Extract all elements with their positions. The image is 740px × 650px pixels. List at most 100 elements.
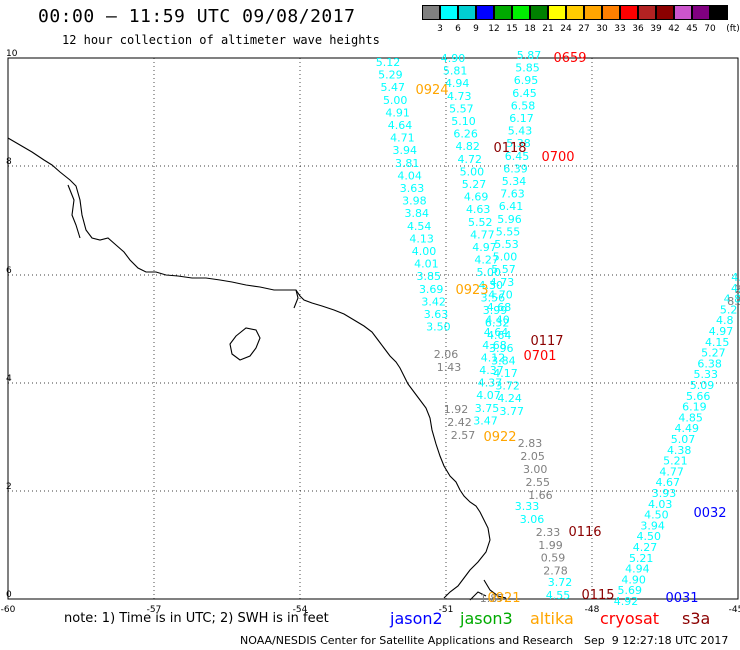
time-label: 0700 xyxy=(541,150,574,165)
swh-value: 4.24 xyxy=(497,392,522,405)
y-tick-label: 0 xyxy=(6,590,12,600)
legend-swatch xyxy=(512,5,530,20)
swh-value: 4.00 xyxy=(412,245,437,258)
time-label: 0701 xyxy=(523,349,556,364)
swh-value: 6.38 xyxy=(697,357,722,370)
swh-value: 5.87 xyxy=(517,49,542,62)
y-tick-label: 2 xyxy=(6,482,12,492)
legend-swatch xyxy=(422,5,440,20)
swh-value: 4.37 xyxy=(478,377,503,390)
swh-value: 4.12 xyxy=(481,351,506,364)
swh-value: 5.66 xyxy=(686,390,711,403)
swh-value: 5.38 xyxy=(506,137,531,150)
swh-value: 3.69 xyxy=(419,283,444,296)
swh-value: 4.55 xyxy=(546,589,571,602)
legend-label: 30 xyxy=(596,24,608,34)
swh-value: 5.07 xyxy=(671,433,696,446)
swh-value: 1.92 xyxy=(444,403,469,416)
swh-value: 4.03 xyxy=(648,498,673,511)
legend-label: 9 xyxy=(473,24,479,34)
x-tick-label: -60 xyxy=(1,605,16,615)
swh-value: 6.41 xyxy=(499,200,524,213)
swh-value: 4.77 xyxy=(470,228,495,241)
x-tick-label: -54 xyxy=(293,605,308,615)
swh-value: 3.94 xyxy=(640,519,665,532)
swh-value: 4.40 xyxy=(485,314,510,327)
legend-swatch xyxy=(692,5,710,20)
swh-value: 4.1 xyxy=(731,271,740,284)
swh-value: 3.96 xyxy=(489,342,514,355)
legend-label: 12 xyxy=(488,24,500,34)
swh-value: 4.17 xyxy=(493,367,518,380)
swh-value: 1.43 xyxy=(437,361,462,374)
map-frame xyxy=(7,57,739,600)
legend-label: 15 xyxy=(506,24,518,34)
swh-value: 3.63 xyxy=(424,308,449,321)
legend-swatch xyxy=(620,5,638,20)
swh-value: 2.33 xyxy=(536,526,561,539)
swh-value: 6.45 xyxy=(505,150,530,163)
swh-value: 5.57 xyxy=(491,263,516,276)
swh-value: 3.56 xyxy=(481,291,506,304)
swh-value: 2. xyxy=(735,283,740,296)
swh-value: 6.39 xyxy=(503,162,528,175)
island-outline xyxy=(229,327,261,361)
swh-value: 4.92 xyxy=(614,595,639,608)
legend-swatch xyxy=(674,5,692,20)
swh-value: 4.69 xyxy=(464,191,489,204)
swh-value: 5.33 xyxy=(694,368,719,381)
swh-value: 4.63 xyxy=(466,203,491,216)
swh-value: 6.95 xyxy=(514,74,539,87)
swh-value: 4.91 xyxy=(385,106,410,119)
swh-value: 5.27 xyxy=(701,347,726,360)
swh-value: 6.17 xyxy=(509,112,534,125)
swh-value: 4.68 xyxy=(487,301,512,314)
legend-label: 21 xyxy=(542,24,554,34)
legend-swatch xyxy=(710,5,728,20)
swh-value: 5.21 xyxy=(629,552,654,565)
swh-value: 4.27 xyxy=(474,254,499,267)
legend-label: 70 xyxy=(704,24,716,34)
time-label: 0116 xyxy=(568,525,601,540)
time-label: 0115 xyxy=(581,588,614,603)
legend-label: 45 xyxy=(686,24,698,34)
swh-value: 2.55 xyxy=(526,476,551,489)
swh-value: 4.67 xyxy=(656,476,681,489)
swh-value: 7.63 xyxy=(500,188,525,201)
swh-value: 5.00 xyxy=(460,165,485,178)
swh-value: 2.78 xyxy=(543,564,568,577)
swh-value: 3.85 xyxy=(417,270,442,283)
swh-value: 5.57 xyxy=(449,102,474,115)
swh-value: 4.72 xyxy=(458,153,483,166)
swh-value: 3.42 xyxy=(421,295,446,308)
swh-value: 3.63 xyxy=(400,182,425,195)
swh-value: 3.06 xyxy=(520,513,545,526)
swh-value: 4.90 xyxy=(441,52,466,65)
swh-value: 4.64 xyxy=(484,326,509,339)
satellite-name: jason2 xyxy=(390,609,443,628)
legend-swatch xyxy=(602,5,620,20)
swh-value: 4.54 xyxy=(407,220,432,233)
swh-value: 1.66 xyxy=(528,489,553,502)
legend-label: 6 xyxy=(455,24,461,34)
swh-value: 5.52 xyxy=(468,216,493,229)
time-label: 0031 xyxy=(665,591,698,606)
swh-value: 3.77 xyxy=(500,405,525,418)
swh-value: 6.19 xyxy=(682,401,707,414)
swh-value: 6.26 xyxy=(453,128,478,141)
swh-value: 4.64 xyxy=(388,119,413,132)
swh-value: 4.37 xyxy=(479,364,504,377)
time-label: 0118 xyxy=(493,141,526,156)
track-values: 5.125.295.475.004.914.644.713.943.814.04… xyxy=(376,49,740,608)
y-tick-label: 10 xyxy=(6,49,18,59)
swh-value: 5.81 xyxy=(443,65,468,78)
legend-swatch xyxy=(548,5,566,20)
swh-value: 4.70 xyxy=(488,288,513,301)
swh-value: 3.72 xyxy=(548,576,573,589)
swh-value: 4.97 xyxy=(472,241,497,254)
time-label: 0921 xyxy=(487,591,520,606)
swh-value: 5.85 xyxy=(515,62,540,75)
swh-value: 3.50 xyxy=(426,321,451,334)
